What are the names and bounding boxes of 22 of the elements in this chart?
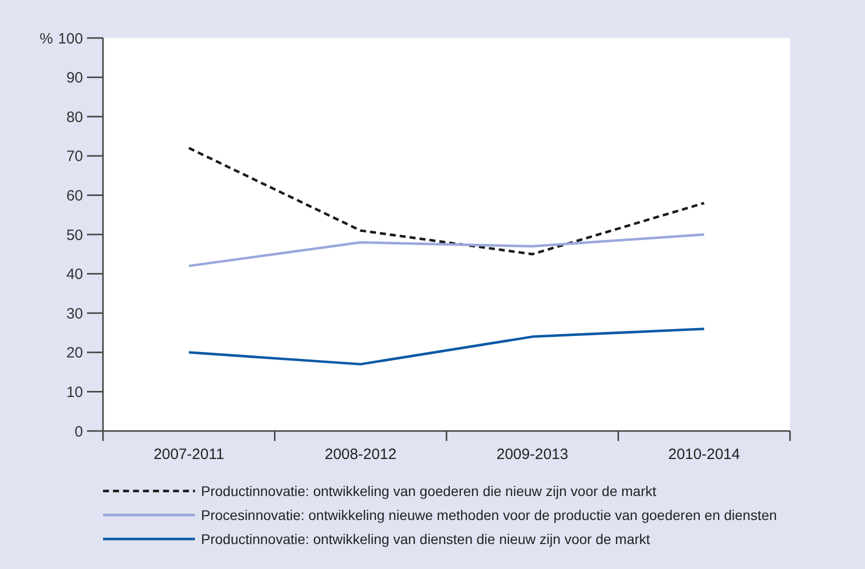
line-series — [188, 328, 706, 366]
x-tick-label: 2007-2011 — [154, 446, 224, 463]
legend-label: Productinnovatie: ontwikkeling van goederen die nieuw zijn voor de markt — [201, 482, 656, 499]
legend-label: Procesinnovatie: ontwikkeling nieuwe methoden voor de productie van goederen en diensten — [201, 506, 777, 523]
y-tick-label: 10 — [66, 384, 83, 401]
y-tick-label: 50 — [66, 226, 83, 244]
x-tick-label: 2010-2014 — [668, 446, 740, 463]
y-tick-label: 70 — [66, 148, 83, 166]
line-series — [188, 146, 706, 256]
x-tick-label: 2009-2013 — [496, 446, 568, 463]
legend-label: Productinnovatie: ontwikkeling van diensten die nieuw zijn voor de markt — [201, 530, 650, 547]
line-series — [188, 233, 706, 268]
y-tick-label: 30 — [66, 305, 83, 322]
y-tick-label: 60 — [66, 187, 83, 204]
y-tick-label: 40 — [66, 266, 83, 284]
y-axis-title: % — [40, 30, 53, 48]
y-tick-label: 90 — [66, 70, 83, 87]
y-tick-label: 20 — [66, 344, 83, 362]
y-tick-label: 0 — [74, 423, 83, 440]
y-tick-label: 80 — [66, 108, 83, 126]
x-tick-label: 2008-2012 — [324, 446, 396, 463]
y-tick-label: 100 — [58, 30, 83, 48]
